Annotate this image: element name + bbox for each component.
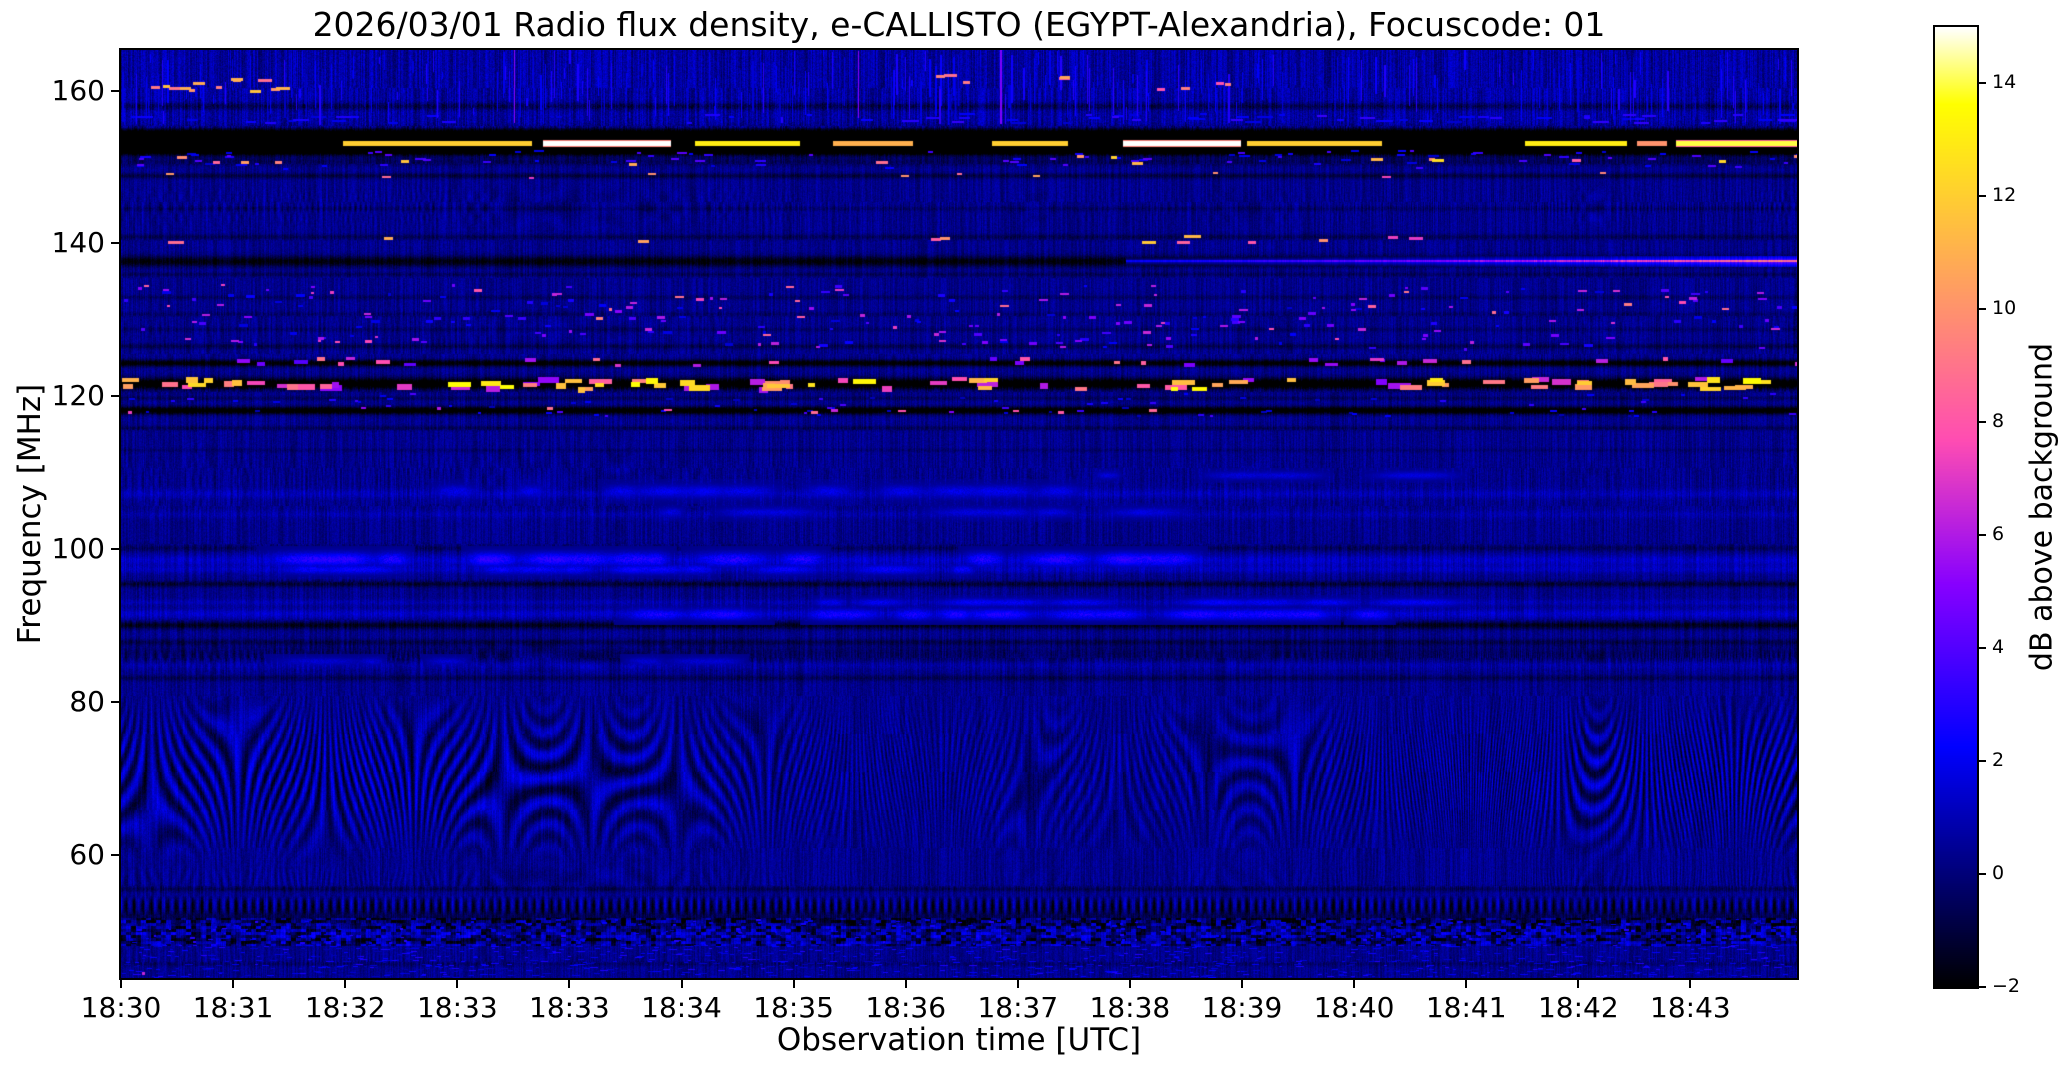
colorbar-tick-label: 14 <box>1992 71 2017 94</box>
x-tick-label: 18:39 <box>1201 991 1283 1024</box>
colorbar-tick-label: 0 <box>1992 862 2005 885</box>
x-tick-label: 18:37 <box>977 991 1059 1024</box>
y-tick <box>111 395 119 398</box>
y-tick-label: 100 <box>51 532 105 566</box>
x-tick <box>792 980 795 988</box>
colorbar-tick <box>1979 308 1986 311</box>
x-tick <box>1016 980 1019 988</box>
x-tick <box>1689 980 1692 988</box>
x-tick <box>904 980 907 988</box>
colorbar-tick-label: −2 <box>1992 975 2021 997</box>
colorbar-tick-label: 6 <box>1992 523 2005 546</box>
colorbar-tick <box>1979 534 1986 537</box>
x-tick-label: 18:33 <box>529 991 610 1024</box>
colorbar-tick-label: 4 <box>1992 636 2005 659</box>
y-tick <box>111 242 119 245</box>
y-tick <box>111 701 119 704</box>
colorbar-tick <box>1979 647 1986 650</box>
colorbar-tick-label: 12 <box>1992 184 2017 207</box>
y-tick-label: 60 <box>69 837 105 871</box>
x-tick <box>1577 980 1580 988</box>
colorbar-tick <box>1979 195 1986 198</box>
plot-frame <box>119 48 1799 980</box>
colorbar-tick <box>1979 760 1986 763</box>
x-tick <box>680 980 683 988</box>
colorbar-frame <box>1933 25 1979 989</box>
x-tick-label: 18:33 <box>416 991 498 1024</box>
colorbar-tick-label: 2 <box>1992 749 2005 772</box>
x-tick-label: 18:35 <box>753 991 834 1024</box>
x-tick <box>1128 980 1131 988</box>
y-tick-label: 140 <box>51 226 105 260</box>
colorbar-tick <box>1979 82 1986 85</box>
colorbar-canvas <box>1935 27 1977 987</box>
y-tick-label: 80 <box>69 685 105 719</box>
colorbar-tick-label: 8 <box>1992 410 2005 433</box>
colorbar-label: dB above background <box>2024 342 2060 672</box>
x-tick-label: 18:30 <box>80 991 162 1024</box>
x-axis-label: Observation time [UTC] <box>776 1022 1142 1058</box>
x-tick <box>456 980 459 988</box>
x-tick-label: 18:43 <box>1650 991 1731 1024</box>
colorbar-tick <box>1979 986 1986 988</box>
y-tick <box>111 853 119 856</box>
plot-title: 2026/03/01 Radio flux density, e-CALLIST… <box>312 5 1606 44</box>
x-tick-label: 18:40 <box>1313 991 1395 1024</box>
spectrogram-canvas <box>121 50 1797 978</box>
x-tick <box>568 980 571 988</box>
x-tick-label: 18:31 <box>192 991 274 1024</box>
y-tick-label: 160 <box>51 73 105 107</box>
x-tick-label: 18:34 <box>641 991 722 1024</box>
x-tick-label: 18:32 <box>304 991 386 1024</box>
x-tick <box>120 980 122 988</box>
x-tick <box>1465 980 1468 988</box>
y-tick-label: 120 <box>51 379 105 413</box>
x-tick-label: 18:38 <box>1089 991 1171 1024</box>
colorbar-tick <box>1979 873 1986 876</box>
x-tick <box>1353 980 1356 988</box>
x-tick <box>344 980 347 988</box>
x-tick <box>1241 980 1243 988</box>
colorbar-tick <box>1979 421 1986 424</box>
x-tick-label: 18:41 <box>1425 991 1507 1024</box>
x-tick-label: 18:36 <box>865 991 947 1024</box>
x-tick <box>232 980 235 988</box>
y-axis-label: Frequency [MHz] <box>12 383 48 645</box>
y-tick <box>111 548 119 551</box>
colorbar-tick-label: 10 <box>1992 297 2017 320</box>
x-tick-label: 18:42 <box>1537 991 1619 1024</box>
y-tick <box>111 89 119 92</box>
